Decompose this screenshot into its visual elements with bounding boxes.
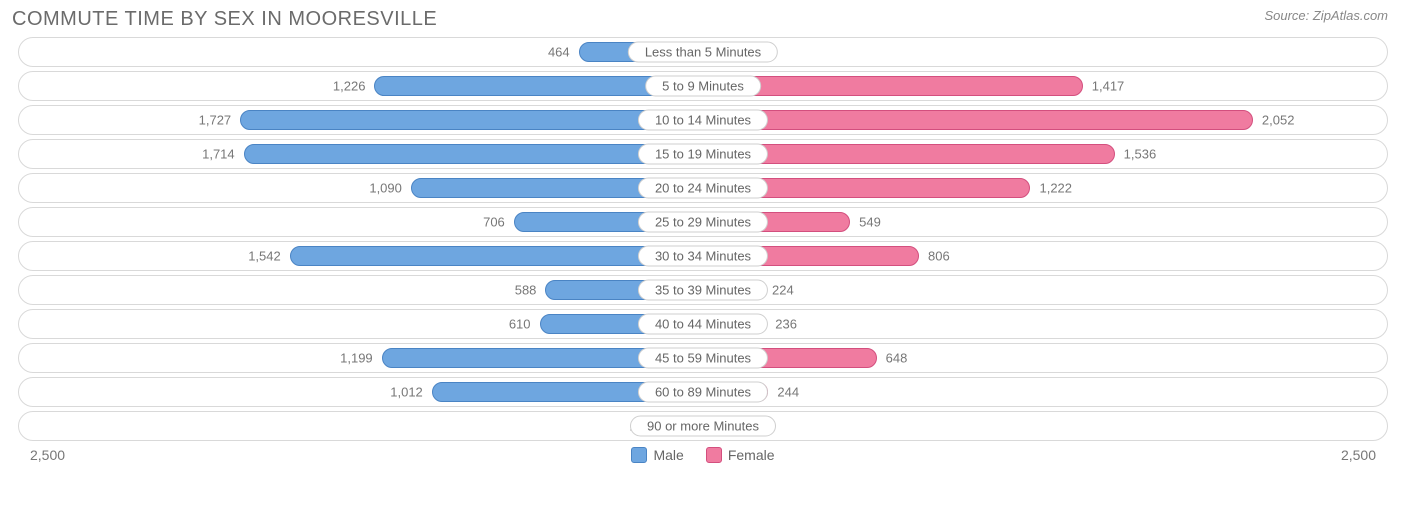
female-half: 244 xyxy=(703,378,1387,406)
female-value: 648 xyxy=(886,351,908,366)
female-half: 1,417 xyxy=(703,72,1387,100)
chart-row: 464 147Less than 5 Minutes xyxy=(18,37,1388,67)
chart-row: 1,714 1,536 15 to 19 Minutes xyxy=(18,139,1388,169)
chart-row: 16011890 or more Minutes xyxy=(18,411,1388,441)
chart-header: COMMUTE TIME BY SEX IN MOORESVILLE Sourc… xyxy=(0,0,1406,37)
male-value: 464 xyxy=(548,45,570,60)
male-value: 706 xyxy=(483,215,505,230)
axis-max-right: 2,500 xyxy=(1341,447,1376,463)
male-half: 464 xyxy=(19,38,703,66)
category-label: 35 to 39 Minutes xyxy=(638,280,768,301)
female-value: 2,052 xyxy=(1262,113,1295,128)
chart-row: 1,012 244 60 to 89 Minutes xyxy=(18,377,1388,407)
category-label: 90 or more Minutes xyxy=(630,416,776,437)
female-half: 236 xyxy=(703,310,1387,338)
category-label: 15 to 19 Minutes xyxy=(638,144,768,165)
male-value: 1,727 xyxy=(199,113,232,128)
chart-row: 1,199 648 45 to 59 Minutes xyxy=(18,343,1388,373)
male-value: 588 xyxy=(515,283,537,298)
female-value: 236 xyxy=(775,317,797,332)
category-label: 20 to 24 Minutes xyxy=(638,178,768,199)
male-half: 1,542 xyxy=(19,242,703,270)
female-value: 244 xyxy=(777,385,799,400)
chart-row: 588 224 35 to 39 Minutes xyxy=(18,275,1388,305)
female-half: 2,052 xyxy=(703,106,1387,134)
male-value: 1,090 xyxy=(369,181,402,196)
male-value: 1,226 xyxy=(333,79,366,94)
female-half: 118 xyxy=(703,412,1387,440)
female-value: 1,536 xyxy=(1124,147,1157,162)
male-value: 610 xyxy=(509,317,531,332)
category-label: 5 to 9 Minutes xyxy=(645,76,761,97)
diverging-bar-chart: 464 147Less than 5 Minutes 1,226 1,417 5 to … xyxy=(0,37,1406,441)
legend-swatch xyxy=(631,447,647,463)
male-half: 1,714 xyxy=(19,140,703,168)
female-value: 806 xyxy=(928,249,950,264)
female-value: 1,417 xyxy=(1092,79,1125,94)
female-half: 224 xyxy=(703,276,1387,304)
legend-label: Female xyxy=(728,447,775,463)
chart-title: COMMUTE TIME BY SEX IN MOORESVILLE xyxy=(12,8,437,31)
chart-source: Source: ZipAtlas.com xyxy=(1264,8,1388,23)
male-half: 1,090 xyxy=(19,174,703,202)
female-half: 806 xyxy=(703,242,1387,270)
male-half: 1,199 xyxy=(19,344,703,372)
legend-label: Male xyxy=(653,447,683,463)
male-value: 1,199 xyxy=(340,351,373,366)
male-half: 1,012 xyxy=(19,378,703,406)
chart-row: 1,7272,05210 to 14 Minutes xyxy=(18,105,1388,135)
male-half: 1,226 xyxy=(19,72,703,100)
category-label: Less than 5 Minutes xyxy=(628,42,778,63)
category-label: 30 to 34 Minutes xyxy=(638,246,768,267)
chart-row: 1,542 806 30 to 34 Minutes xyxy=(18,241,1388,271)
category-label: 60 to 89 Minutes xyxy=(638,382,768,403)
female-value: 549 xyxy=(859,215,881,230)
female-half: 147 xyxy=(703,38,1387,66)
chart-footer: 2,500 Male Female 2,500 xyxy=(0,445,1406,463)
male-value: 1,714 xyxy=(202,147,235,162)
male-value: 1,542 xyxy=(248,249,281,264)
male-half: 160 xyxy=(19,412,703,440)
chart-row: 610 236 40 to 44 Minutes xyxy=(18,309,1388,339)
chart-row: 1,226 1,417 5 to 9 Minutes xyxy=(18,71,1388,101)
legend-item: Male xyxy=(631,447,683,463)
category-label: 25 to 29 Minutes xyxy=(638,212,768,233)
female-value: 224 xyxy=(772,283,794,298)
female-value: 1,222 xyxy=(1039,181,1072,196)
male-half: 1,727 xyxy=(19,106,703,134)
female-bar: 2,052 xyxy=(703,110,1253,130)
chart-row: 706 549 25 to 29 Minutes xyxy=(18,207,1388,237)
female-half: 1,222 xyxy=(703,174,1387,202)
male-half: 706 xyxy=(19,208,703,236)
male-half: 610 xyxy=(19,310,703,338)
legend: Male Female xyxy=(631,447,774,463)
male-bar: 1,727 xyxy=(240,110,703,130)
female-half: 1,536 xyxy=(703,140,1387,168)
category-label: 10 to 14 Minutes xyxy=(638,110,768,131)
legend-item: Female xyxy=(706,447,775,463)
category-label: 45 to 59 Minutes xyxy=(638,348,768,369)
axis-max-left: 2,500 xyxy=(30,447,65,463)
chart-row: 1,090 1,222 20 to 24 Minutes xyxy=(18,173,1388,203)
legend-swatch xyxy=(706,447,722,463)
female-half: 549 xyxy=(703,208,1387,236)
category-label: 40 to 44 Minutes xyxy=(638,314,768,335)
male-half: 588 xyxy=(19,276,703,304)
male-bar: 1,714 xyxy=(244,144,703,164)
female-half: 648 xyxy=(703,344,1387,372)
male-value: 1,012 xyxy=(390,385,423,400)
